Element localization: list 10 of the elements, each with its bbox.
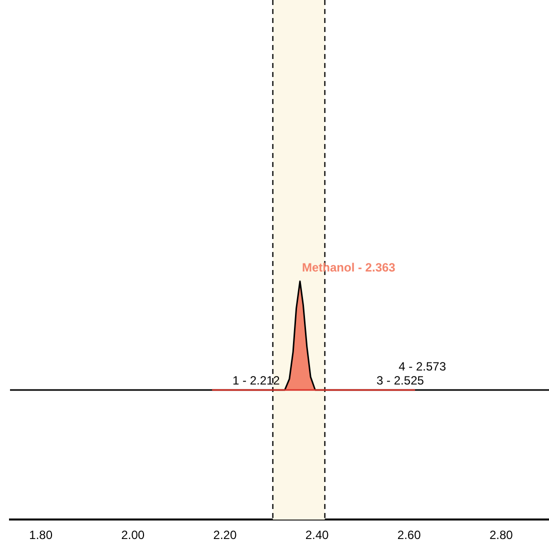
x-tick-label: 2.00: [121, 528, 145, 542]
annotation: 4 - 2.573: [398, 359, 446, 374]
x-tick-label: 2.40: [305, 528, 330, 542]
x-tick-label: 2.20: [213, 528, 237, 542]
annotation: 3 - 2.525: [376, 373, 424, 388]
x-tick-label: 1.80: [29, 528, 53, 542]
annotation: Methanol - 2.363: [302, 260, 396, 275]
annotation: 1 - 2.212: [232, 373, 280, 388]
x-tick-label: 2.60: [397, 528, 422, 542]
x-tick-label: 2.80: [489, 528, 514, 542]
